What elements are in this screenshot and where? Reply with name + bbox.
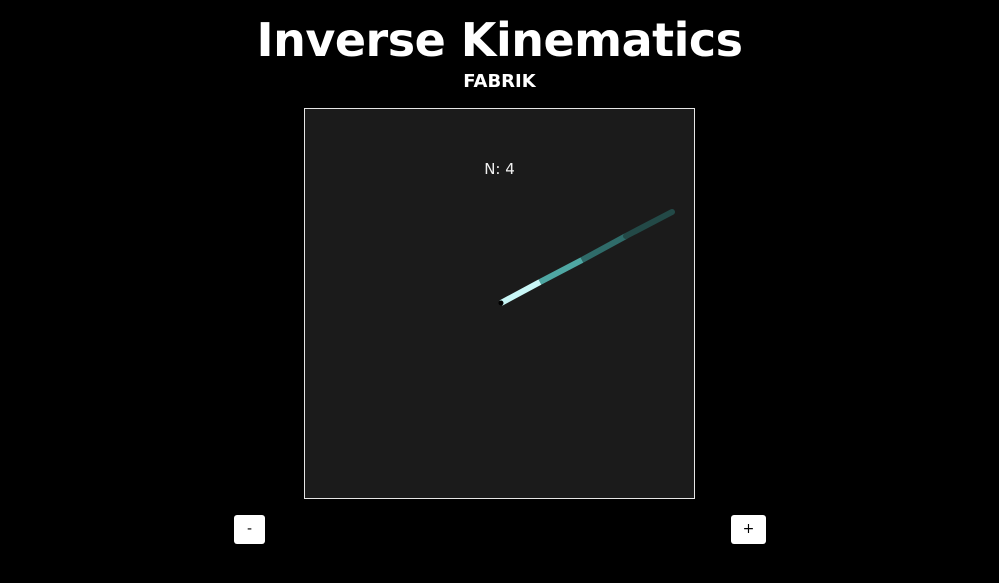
segment-count-label: N: 4	[484, 160, 515, 178]
arm-segment-3	[580, 233, 628, 263]
ik-canvas[interactable]: N: 4	[304, 108, 695, 499]
decrease-segments-button[interactable]: -	[234, 515, 265, 544]
page-title: Inverse Kinematics	[256, 13, 743, 67]
arm-segment-1	[499, 279, 542, 306]
arm-base-joint	[498, 300, 504, 306]
ik-arm-drawing	[498, 209, 675, 306]
arm-segment-2	[538, 257, 584, 285]
increase-segments-button[interactable]: +	[731, 515, 766, 544]
page-subtitle: FABRIK	[463, 71, 536, 92]
arm-segment-4	[623, 209, 675, 239]
